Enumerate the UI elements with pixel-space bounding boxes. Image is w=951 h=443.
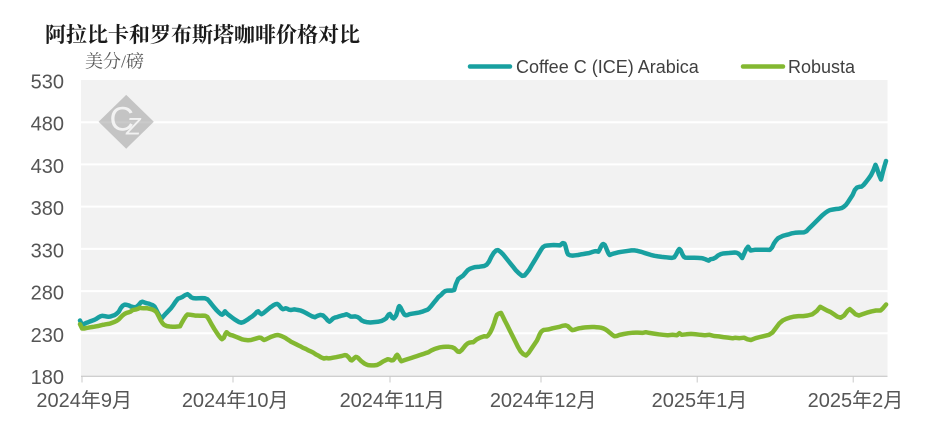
svg-text:430: 430	[31, 156, 64, 178]
svg-text:Z: Z	[125, 114, 142, 141]
svg-text:280: 280	[31, 283, 64, 305]
svg-text:Coffee C (ICE) Arabica: Coffee C (ICE) Arabica	[516, 57, 700, 77]
svg-text:2025年2月: 2025年2月	[808, 389, 904, 412]
svg-text:230: 230	[31, 325, 64, 347]
svg-text:美分/磅: 美分/磅	[85, 52, 144, 72]
svg-text:380: 380	[31, 198, 64, 220]
svg-text:阿拉比卡和罗布斯塔咖啡价格对比: 阿拉比卡和罗布斯塔咖啡价格对比	[45, 23, 360, 47]
svg-text:180: 180	[31, 367, 64, 389]
svg-text:C: C	[110, 101, 135, 139]
svg-text:2025年1月: 2025年1月	[652, 389, 748, 412]
svg-text:2024年10月: 2024年10月	[182, 389, 289, 412]
svg-text:480: 480	[31, 114, 64, 136]
svg-text:2024年9月: 2024年9月	[36, 389, 132, 412]
svg-text:2024年12月: 2024年12月	[490, 389, 597, 412]
svg-text:Robusta: Robusta	[788, 57, 856, 77]
svg-text:530: 530	[31, 72, 64, 94]
svg-text:330: 330	[31, 240, 64, 262]
svg-text:2024年11月: 2024年11月	[340, 389, 445, 412]
